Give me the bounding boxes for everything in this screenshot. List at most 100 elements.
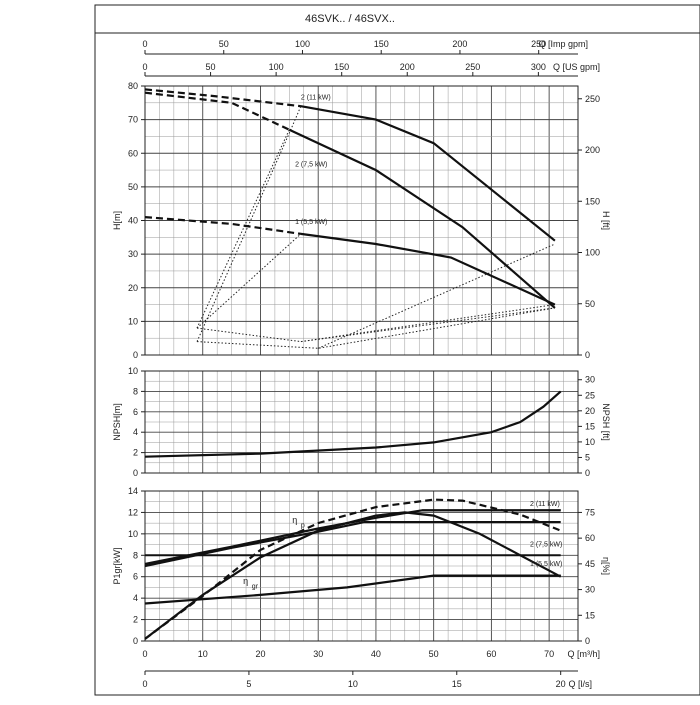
y2-tick-label: 0	[585, 636, 590, 646]
y2-tick-label: 75	[585, 507, 595, 517]
y2-axis-label: NPSH [ft]	[601, 403, 611, 441]
y2-tick-label: 15	[585, 610, 595, 620]
y-tick-label: 2	[133, 448, 138, 458]
eta-p-subscript: p	[301, 522, 305, 529]
eta-p-label: η	[292, 515, 297, 525]
operating-limit-line	[196, 106, 302, 342]
y2-tick-label: 30	[585, 375, 595, 385]
y-tick-label: 10	[128, 316, 138, 326]
y-tick-label: 0	[133, 468, 138, 478]
panel-frame	[144, 370, 579, 474]
imp-tick-label: 150	[374, 39, 389, 49]
y-tick-label: 4	[133, 593, 138, 603]
curves-layer	[144, 88, 562, 640]
y-tick-label: 50	[128, 182, 138, 192]
operating-limit-line	[300, 307, 555, 343]
y-tick-label: 70	[128, 115, 138, 125]
ls-axis-label: Q [l/s]	[568, 679, 592, 689]
y-axis-label: H[m]	[112, 211, 122, 230]
head-curve	[300, 232, 556, 306]
y-axis-label: P1gr[kW]	[112, 547, 122, 584]
y-tick-label: 14	[128, 486, 138, 496]
operating-limit-line	[196, 233, 302, 329]
y2-tick-label: 25	[585, 390, 595, 400]
y-tick-label: 12	[128, 507, 138, 517]
y2-axis-label: η[%]	[601, 557, 611, 575]
us-tick-label: 200	[400, 62, 415, 72]
y2-tick-label: 0	[585, 350, 590, 360]
m3h-axis-label: Q [m³/h]	[567, 649, 600, 659]
y2-tick-label: 0	[585, 468, 590, 478]
y-axis-label: NPSH[m]	[112, 403, 122, 441]
us-tick-label: 250	[465, 62, 480, 72]
y2-tick-label: 150	[585, 196, 600, 206]
y2-tick-label: 20	[585, 406, 595, 416]
y-tick-label: 60	[128, 148, 138, 158]
imp-tick-label: 200	[452, 39, 467, 49]
us-tick-label: 300	[531, 62, 546, 72]
y2-tick-label: 60	[585, 533, 595, 543]
y2-tick-label: 100	[585, 248, 600, 258]
us-axis-label: Q [US gpm]	[553, 62, 600, 72]
y2-tick-label: 30	[585, 585, 595, 595]
m3h-tick-label: 20	[255, 649, 265, 659]
power-efficiency-curve	[144, 498, 562, 640]
head-curve	[300, 105, 556, 242]
operating-limit-line	[196, 307, 555, 349]
ls-tick-label: 0	[142, 679, 147, 689]
series-label: 2 (11 kW)	[301, 94, 331, 101]
imp-tick-label: 0	[142, 39, 147, 49]
series-label: 2 (11 kW)	[530, 501, 560, 508]
m3h-tick-label: 30	[313, 649, 323, 659]
operating-limit-line	[196, 129, 290, 329]
imp-tick-label: 100	[295, 39, 310, 49]
power-efficiency-curve	[144, 574, 561, 605]
y2-axis-label: H [ft]	[601, 211, 611, 230]
y-tick-label: 2	[133, 615, 138, 625]
y2-tick-label: 250	[585, 94, 600, 104]
us-tick-label: 0	[142, 62, 147, 72]
y-tick-label: 4	[133, 427, 138, 437]
m3h-tick-label: 10	[198, 649, 208, 659]
y-tick-label: 0	[133, 350, 138, 360]
y-tick-label: 6	[133, 407, 138, 417]
y-tick-label: 8	[133, 386, 138, 396]
y-tick-label: 30	[128, 249, 138, 259]
operating-limit-line	[317, 243, 556, 349]
y-tick-label: 40	[128, 216, 138, 226]
y2-tick-label: 10	[585, 437, 595, 447]
y-tick-label: 10	[128, 529, 138, 539]
ls-tick-label: 5	[246, 679, 251, 689]
series-label: 1 (5,5 kW)	[530, 561, 562, 568]
chart-title: 46SVK.. / 46SVX..	[305, 13, 395, 25]
series-label: 2 (7,5 kW)	[530, 542, 562, 549]
y-tick-label: 0	[133, 636, 138, 646]
imp-tick-label: 50	[219, 39, 229, 49]
npsh-curve	[144, 390, 562, 458]
eta-gr-subscript: gr	[252, 584, 259, 591]
m3h-tick-label: 70	[544, 649, 554, 659]
y-tick-label: 10	[128, 366, 138, 376]
m3h-tick-label: 60	[486, 649, 496, 659]
y2-tick-label: 45	[585, 559, 595, 569]
series-label: 2 (7,5 kW)	[295, 162, 327, 169]
head-curve-dashed	[144, 88, 302, 108]
ls-tick-label: 10	[348, 679, 358, 689]
m3h-tick-label: 50	[429, 649, 439, 659]
power-efficiency-curve	[144, 511, 562, 640]
y-tick-label: 6	[133, 572, 138, 582]
grid-layer	[141, 50, 582, 675]
head-curve-dashed	[144, 216, 302, 235]
us-tick-label: 100	[269, 62, 284, 72]
eta-gr-label: η	[243, 576, 248, 586]
series-label: 1 (5,5 kW)	[295, 219, 327, 226]
y2-tick-label: 5	[585, 452, 590, 462]
us-tick-label: 150	[334, 62, 349, 72]
y2-tick-label: 50	[585, 299, 595, 309]
us-tick-label: 50	[206, 62, 216, 72]
y2-tick-label: 200	[585, 145, 600, 155]
imp-axis-label: Q [Imp gpm]	[538, 39, 588, 49]
m3h-tick-label: 0	[142, 649, 147, 659]
